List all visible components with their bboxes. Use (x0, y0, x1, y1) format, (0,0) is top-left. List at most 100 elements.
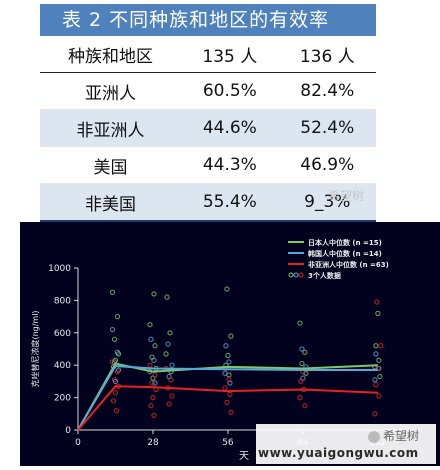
x-tick-label: 56 (222, 438, 234, 448)
data-point (152, 343, 158, 349)
data-point (378, 343, 384, 349)
watermark-logo: 希望树 (368, 428, 424, 444)
cell-135: 44.6% (181, 109, 279, 147)
data-point (150, 395, 156, 401)
x-axis-label: 天 (239, 451, 249, 462)
data-point (373, 382, 379, 388)
table-row: 非美国 55.4% 9_3% (40, 183, 376, 222)
data-point (151, 412, 157, 419)
row-label: 非亚洲人 (40, 109, 182, 147)
row-label: 亚洲人 (40, 72, 182, 110)
data-point (373, 343, 379, 349)
data-point (222, 385, 228, 391)
data-point (227, 391, 233, 397)
data-point (109, 326, 116, 333)
table-row: 非亚洲人 44.6% 52.4% (40, 109, 376, 147)
data-point (224, 286, 230, 292)
watermark-url: www.yuaigongwu.com (258, 446, 419, 460)
cell-136: 46.9% (278, 146, 376, 184)
data-point (109, 359, 116, 365)
data-point (152, 372, 158, 378)
data-point (225, 352, 231, 359)
y-tick-label: 400 (54, 361, 71, 371)
data-point (297, 395, 303, 401)
cell-136: 82.4% (278, 72, 376, 110)
data-point (152, 380, 158, 386)
table-watermark: 希望树 (328, 189, 365, 203)
cell-136: 52.4% (278, 109, 376, 147)
data-point (111, 336, 118, 342)
data-point (163, 351, 169, 357)
data-point (147, 322, 153, 328)
site-watermark: 希望树 www.yuaigongwu.com (256, 424, 436, 464)
cell-136: 9_3% (278, 183, 376, 222)
data-point (374, 299, 380, 305)
header-135: 135 人 (181, 36, 279, 73)
data-point (168, 377, 174, 383)
legend-label-points: 3个人数据 (308, 271, 341, 280)
legend-label-2: 非亚洲人中位数 (n =63) (308, 260, 389, 269)
data-point (299, 360, 305, 367)
data-point (373, 351, 379, 357)
data-point (151, 357, 157, 363)
data-point (112, 390, 119, 396)
data-point (148, 336, 154, 342)
y-tick-label: 0 (65, 426, 71, 436)
pk-chart-panel: 020040060080010000285684112天克唑替尼浓度(ng/ml… (20, 222, 440, 466)
data-point (167, 330, 173, 336)
data-point (372, 411, 378, 417)
table-row: 美国 44.3% 46.9% (40, 146, 376, 184)
data-point (223, 343, 229, 349)
efficacy-table: 种族和地区 135 人 136 人 亚洲人 60.5% 82.4% 非亚洲人 4… (40, 36, 376, 222)
table-header-row: 种族和地区 135 人 136 人 (40, 36, 376, 73)
data-point (297, 320, 303, 326)
data-point (147, 362, 153, 368)
data-point (166, 401, 172, 407)
legend-label-1: 韩国人中位数 (n =14) (308, 249, 382, 258)
data-point (302, 403, 308, 409)
table-title: 表 2 不同种族和地区的有效率 (40, 4, 376, 36)
data-point (377, 373, 383, 380)
data-point (165, 341, 171, 347)
watermark-logo-text: 希望树 (383, 429, 420, 443)
y-tick-label: 800 (54, 296, 71, 306)
data-point (151, 291, 157, 297)
legend-point-swatch (288, 272, 294, 278)
data-point (169, 362, 175, 368)
data-point (224, 399, 230, 406)
logo-icon (368, 430, 380, 443)
header-group: 种族和地区 (40, 36, 182, 73)
table-row: 亚洲人 60.5% 82.4% (40, 72, 376, 110)
cell-135: 55.4% (181, 183, 279, 222)
data-point (113, 407, 120, 414)
series-line-2 (77, 385, 378, 431)
data-point (226, 359, 232, 365)
cell-135: 44.3% (181, 146, 279, 184)
y-tick-label: 1000 (48, 264, 71, 274)
data-point (109, 289, 116, 295)
data-point (298, 378, 304, 384)
data-point (169, 393, 175, 399)
data-point (148, 403, 154, 409)
data-point (376, 393, 382, 399)
y-axis-label: 克唑替尼浓度(ng/ml) (30, 310, 40, 387)
legend-point-swatch (293, 272, 299, 278)
data-point (299, 346, 305, 352)
data-point (114, 314, 121, 320)
x-tick-label: 0 (75, 438, 81, 448)
data-point (372, 377, 378, 383)
row-label: 美国 (40, 146, 182, 184)
data-point (114, 369, 121, 375)
data-point (110, 398, 117, 404)
data-point (149, 380, 155, 386)
legend-label-0: 日本人中位数 (n =15) (308, 238, 382, 247)
data-point (228, 333, 234, 339)
header-136: 136 人 (278, 36, 376, 73)
data-point (114, 349, 121, 355)
y-tick-label: 600 (54, 329, 71, 339)
data-point (376, 357, 382, 363)
efficacy-table-panel: 表 2 不同种族和地区的有效率 种族和地区 135 人 136 人 亚洲人 60… (40, 4, 376, 222)
data-point (227, 380, 233, 386)
data-point (164, 294, 170, 300)
cell-135: 60.5% (181, 72, 279, 110)
